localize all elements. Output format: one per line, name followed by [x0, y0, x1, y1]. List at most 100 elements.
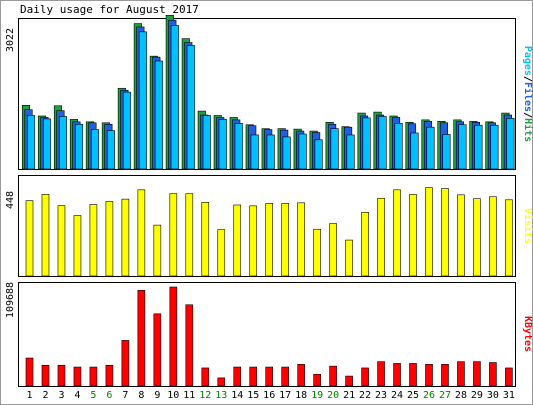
day-label-16: 16 — [263, 390, 275, 401]
bar-visits-day-12 — [201, 202, 210, 277]
bar-pages-day-23 — [378, 116, 387, 170]
y-axis-label-part: Files — [522, 82, 533, 112]
bar-pages-day-1 — [26, 115, 36, 170]
bar-visits-day-6 — [105, 201, 114, 277]
bar-visits-day-30 — [489, 196, 497, 277]
bar-pages-day-3 — [58, 116, 68, 170]
day-label-3: 3 — [58, 390, 64, 401]
y-tick-label: 448 — [5, 191, 16, 209]
y-tick-label: 109688 — [5, 282, 16, 318]
bar-kbytes-day-27 — [441, 364, 449, 387]
day-label-4: 4 — [74, 390, 80, 401]
chart-title: Daily usage for August 2017 — [20, 3, 199, 16]
bar-visits-day-2 — [41, 194, 50, 277]
bar-pages-day-7 — [122, 91, 131, 170]
bar-kbytes-day-15 — [249, 366, 258, 387]
bar-kbytes-day-16 — [265, 366, 274, 387]
bar-kbytes-day-10 — [169, 286, 178, 387]
bar-kbytes-day-7 — [121, 340, 130, 387]
bar-kbytes-day-18 — [297, 364, 305, 387]
series-kbytes — [25, 286, 513, 387]
y-axis-label-part: / — [522, 76, 533, 82]
bar-visits-day-25 — [409, 194, 417, 277]
bar-kbytes-day-23 — [377, 361, 385, 387]
day-label-12: 12 — [199, 390, 211, 401]
bar-kbytes-day-11 — [185, 304, 194, 387]
day-label-25: 25 — [407, 390, 419, 401]
bar-kbytes-day-8 — [137, 290, 146, 387]
bar-kbytes-day-22 — [361, 367, 369, 387]
bar-visits-day-20 — [329, 223, 337, 277]
bar-visits-day-1 — [25, 200, 34, 277]
bar-visits-day-27 — [441, 188, 449, 277]
day-label-22: 22 — [359, 390, 371, 401]
bar-pages-day-10 — [170, 25, 179, 170]
day-label-14: 14 — [231, 390, 243, 401]
bar-pages-day-17 — [282, 136, 291, 170]
day-label-7: 7 — [122, 390, 128, 401]
chart-panel-3: 109688 KBytes — [5, 282, 533, 387]
day-label-11: 11 — [183, 390, 195, 401]
y-axis-label-part: / — [522, 112, 533, 118]
bar-pages-day-13 — [218, 119, 227, 170]
day-label-31: 31 — [503, 390, 515, 401]
day-label-26: 26 — [423, 390, 435, 401]
bar-kbytes-day-12 — [201, 367, 210, 387]
bar-visits-day-14 — [233, 204, 242, 277]
day-label-29: 29 — [471, 390, 483, 401]
day-label-13: 13 — [215, 390, 227, 401]
bar-visits-day-31 — [505, 199, 513, 277]
day-label-28: 28 — [455, 390, 467, 401]
day-label-5: 5 — [90, 390, 96, 401]
bar-pages-day-6 — [106, 130, 115, 170]
bar-pages-day-11 — [186, 45, 195, 170]
bar-pages-day-24 — [394, 122, 403, 170]
bar-pages-day-8 — [138, 31, 147, 170]
bar-visits-day-21 — [345, 239, 353, 277]
series-visits — [25, 187, 513, 277]
bar-kbytes-day-20 — [329, 365, 337, 387]
bar-visits-day-7 — [121, 198, 130, 277]
bar-visits-day-29 — [473, 198, 481, 277]
bar-visits-day-9 — [153, 224, 162, 277]
bar-kbytes-day-6 — [105, 364, 114, 387]
bar-visits-day-13 — [217, 229, 226, 277]
bar-visits-day-19 — [313, 228, 321, 277]
bar-pages-day-30 — [490, 124, 499, 170]
y-axis-label-part: Hits — [522, 118, 533, 142]
bar-visits-day-10 — [169, 193, 178, 277]
bar-visits-day-18 — [297, 202, 305, 277]
day-label-15: 15 — [247, 390, 259, 401]
bar-pages-day-4 — [74, 123, 83, 170]
bar-pages-day-31 — [506, 118, 515, 170]
bar-kbytes-day-1 — [25, 357, 34, 387]
y-axis-label-part: Pages — [522, 46, 533, 76]
day-label-30: 30 — [487, 390, 499, 401]
bar-kbytes-day-13 — [217, 377, 226, 387]
bar-kbytes-day-28 — [457, 361, 465, 387]
day-labels: 1 2 3 4 5 6 7 8 9 10 11 12 13 14 15 16 17 18 19 20 21 22 23 24 2… — [26, 390, 514, 401]
bar-pages-day-19 — [314, 139, 323, 170]
bar-visits-day-26 — [425, 187, 433, 277]
day-label-24: 24 — [391, 390, 403, 401]
y-axis-label-part: Visits — [522, 208, 533, 244]
bar-pages-day-15 — [250, 134, 259, 170]
bar-kbytes-day-26 — [425, 364, 433, 387]
bar-pages-day-22 — [362, 117, 371, 170]
bar-pages-day-21 — [346, 134, 355, 170]
day-label-19: 19 — [311, 390, 323, 401]
bar-kbytes-day-30 — [489, 362, 497, 387]
bar-pages-day-26 — [426, 126, 435, 170]
bar-pages-day-2 — [42, 118, 52, 170]
y-axis-label: Visits — [522, 208, 533, 244]
day-label-6: 6 — [106, 390, 112, 401]
day-label-20: 20 — [327, 390, 339, 401]
bar-pages-day-28 — [458, 124, 467, 170]
bar-pages-day-27 — [442, 134, 451, 170]
bar-kbytes-day-19 — [313, 373, 321, 387]
y-tick-label: 3022 — [5, 28, 16, 52]
day-label-21: 21 — [343, 390, 355, 401]
bar-visits-day-11 — [185, 193, 194, 277]
